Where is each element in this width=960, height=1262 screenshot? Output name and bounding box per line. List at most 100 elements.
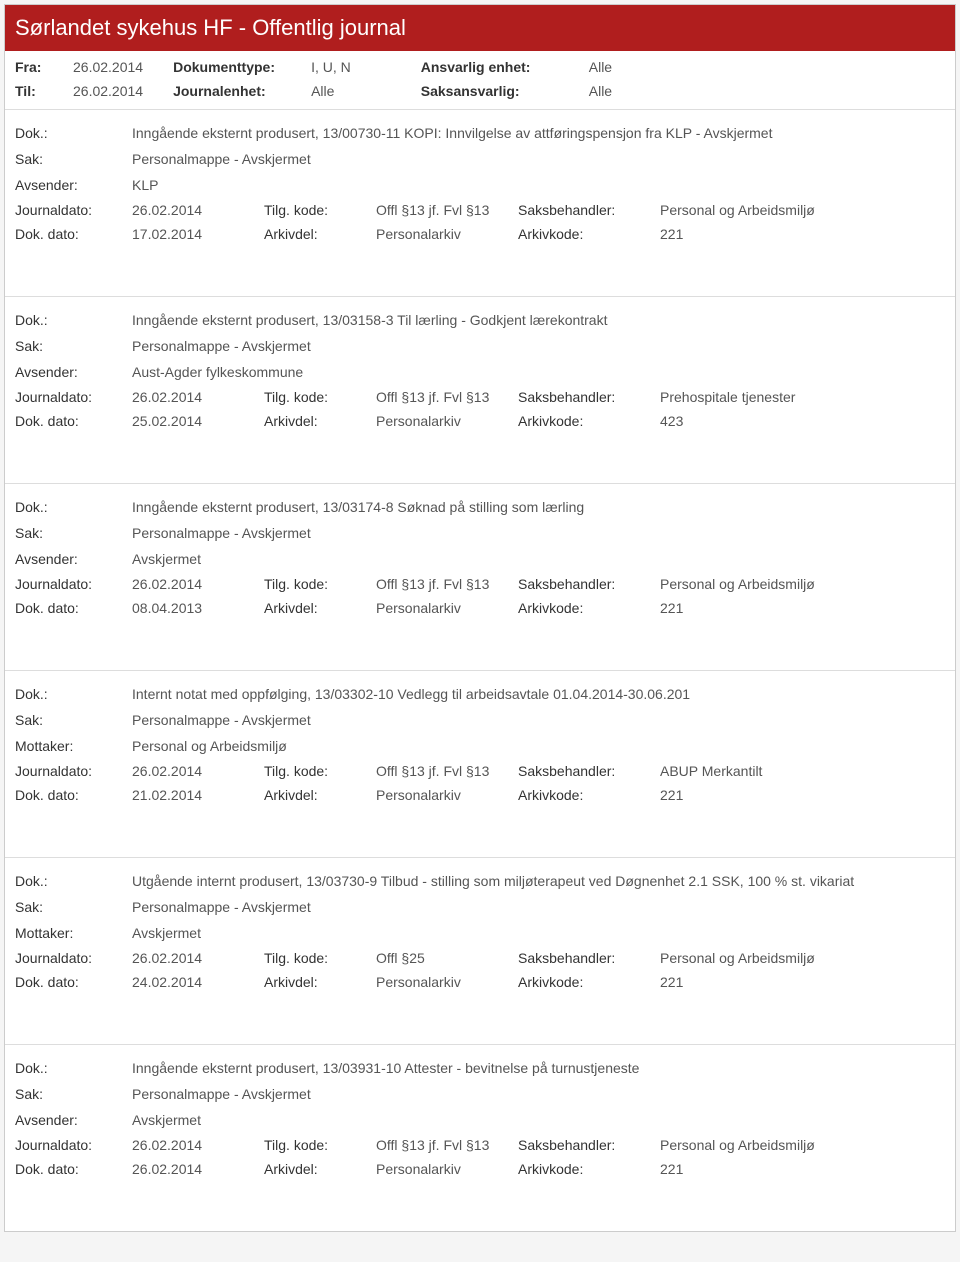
journaldato-value: 26.02.2014 bbox=[132, 1137, 252, 1153]
party-label: Mottaker: bbox=[15, 925, 120, 941]
party-value: Avskjermet bbox=[132, 1112, 201, 1128]
journaldato-value: 26.02.2014 bbox=[132, 576, 252, 592]
journaldato-label: Journaldato: bbox=[15, 1137, 120, 1153]
arkivdel-label: Arkivdel: bbox=[264, 413, 364, 429]
tilgkode-label: Tilg. kode: bbox=[264, 576, 364, 592]
arkivkode-label: Arkivkode: bbox=[518, 226, 648, 242]
fra-value: 26.02.2014 bbox=[73, 59, 143, 75]
party-value: Avskjermet bbox=[132, 925, 201, 941]
journal-entry: Dok.: Utgående internt produsert, 13/037… bbox=[5, 857, 955, 1044]
sak-value: Personalmappe - Avskjermet bbox=[132, 712, 311, 728]
arkivdel-label: Arkivdel: bbox=[264, 600, 364, 616]
journaldato-value: 26.02.2014 bbox=[132, 763, 252, 779]
tilgkode-label: Tilg. kode: bbox=[264, 763, 364, 779]
sak-value: Personalmappe - Avskjermet bbox=[132, 1086, 311, 1102]
dokdato-value: 21.02.2014 bbox=[132, 787, 252, 803]
til-value: 26.02.2014 bbox=[73, 83, 143, 99]
journaldato-label: Journaldato: bbox=[15, 763, 120, 779]
journal-entry: Dok.: Inngående eksternt produsert, 13/0… bbox=[5, 296, 955, 483]
dokdato-label: Dok. dato: bbox=[15, 787, 120, 803]
journaldato-value: 26.02.2014 bbox=[132, 389, 252, 405]
entries-container: Dok.: Inngående eksternt produsert, 13/0… bbox=[5, 109, 955, 1231]
tilgkode-value: Offl §13 jf. Fvl §13 bbox=[376, 389, 506, 405]
tilgkode-value: Offl §13 jf. Fvl §13 bbox=[376, 202, 506, 218]
dok-value: Inngående eksternt produsert, 13/03931-1… bbox=[132, 1060, 639, 1076]
dokdato-label: Dok. dato: bbox=[15, 600, 120, 616]
tilgkode-value: Offl §13 jf. Fvl §13 bbox=[376, 763, 506, 779]
saksansvarlig-value: Alle bbox=[589, 83, 612, 99]
dok-value: Inngående eksternt produsert, 13/00730-1… bbox=[132, 125, 772, 141]
journaldato-value: 26.02.2014 bbox=[132, 950, 252, 966]
sak-label: Sak: bbox=[15, 338, 120, 354]
arkivdel-value: Personalarkiv bbox=[376, 413, 506, 429]
party-value: Aust-Agder fylkeskommune bbox=[132, 364, 303, 380]
fra-label: Fra: bbox=[15, 59, 55, 75]
sak-value: Personalmappe - Avskjermet bbox=[132, 151, 311, 167]
dokumenttype-value: I, U, N bbox=[311, 59, 351, 75]
party-label: Avsender: bbox=[15, 177, 120, 193]
journalenhet-label: Journalenhet: bbox=[173, 83, 293, 99]
saksbehandler-value: Personal og Arbeidsmiljø bbox=[660, 202, 945, 218]
arkivdel-label: Arkivdel: bbox=[264, 226, 364, 242]
dok-label: Dok.: bbox=[15, 499, 120, 515]
saksbehandler-value: ABUP Merkantilt bbox=[660, 763, 945, 779]
dok-value: Utgående internt produsert, 13/03730-9 T… bbox=[132, 873, 854, 889]
arkivkode-label: Arkivkode: bbox=[518, 974, 648, 990]
sak-value: Personalmappe - Avskjermet bbox=[132, 525, 311, 541]
ansvarlig-value: Alle bbox=[589, 59, 612, 75]
arkivkode-label: Arkivkode: bbox=[518, 1161, 648, 1177]
arkivkode-label: Arkivkode: bbox=[518, 787, 648, 803]
party-label: Avsender: bbox=[15, 1112, 120, 1128]
journalenhet-value: Alle bbox=[311, 83, 334, 99]
arkivkode-label: Arkivkode: bbox=[518, 600, 648, 616]
sak-label: Sak: bbox=[15, 899, 120, 915]
arkivkode-value: 221 bbox=[660, 600, 945, 616]
dok-label: Dok.: bbox=[15, 686, 120, 702]
party-value: KLP bbox=[132, 177, 158, 193]
dokdato-label: Dok. dato: bbox=[15, 226, 120, 242]
party-label: Avsender: bbox=[15, 551, 120, 567]
journal-page: Sørlandet sykehus HF - Offentlig journal… bbox=[4, 4, 956, 1232]
saksbehandler-label: Saksbehandler: bbox=[518, 389, 648, 405]
page-header: Sørlandet sykehus HF - Offentlig journal bbox=[5, 5, 955, 51]
saksbehandler-value: Personal og Arbeidsmiljø bbox=[660, 1137, 945, 1153]
dokdato-value: 17.02.2014 bbox=[132, 226, 252, 242]
dok-value: Inngående eksternt produsert, 13/03174-8… bbox=[132, 499, 584, 515]
dok-value: Internt notat med oppfølging, 13/03302-1… bbox=[132, 686, 690, 702]
journaldato-label: Journaldato: bbox=[15, 576, 120, 592]
dokdato-label: Dok. dato: bbox=[15, 1161, 120, 1177]
til-label: Til: bbox=[15, 83, 55, 99]
tilgkode-value: Offl §13 jf. Fvl §13 bbox=[376, 1137, 506, 1153]
arkivdel-value: Personalarkiv bbox=[376, 226, 506, 242]
saksbehandler-label: Saksbehandler: bbox=[518, 576, 648, 592]
dokdato-value: 24.02.2014 bbox=[132, 974, 252, 990]
party-label: Mottaker: bbox=[15, 738, 120, 754]
journal-entry: Dok.: Internt notat med oppfølging, 13/0… bbox=[5, 670, 955, 857]
filter-responsible: Ansvarlig enhet: Alle Saksansvarlig: All… bbox=[421, 59, 612, 99]
journal-entry: Dok.: Inngående eksternt produsert, 13/0… bbox=[5, 109, 955, 296]
filter-dates: Fra: 26.02.2014 Til: 26.02.2014 bbox=[15, 59, 143, 99]
saksbehandler-label: Saksbehandler: bbox=[518, 950, 648, 966]
arkivdel-value: Personalarkiv bbox=[376, 600, 506, 616]
tilgkode-value: Offl §25 bbox=[376, 950, 506, 966]
party-value: Avskjermet bbox=[132, 551, 201, 567]
arkivkode-value: 221 bbox=[660, 974, 945, 990]
journal-entry: Dok.: Inngående eksternt produsert, 13/0… bbox=[5, 483, 955, 670]
dok-label: Dok.: bbox=[15, 312, 120, 328]
journaldato-value: 26.02.2014 bbox=[132, 202, 252, 218]
sak-label: Sak: bbox=[15, 712, 120, 728]
dokumenttype-label: Dokumenttype: bbox=[173, 59, 293, 75]
arkivkode-value: 221 bbox=[660, 787, 945, 803]
dok-label: Dok.: bbox=[15, 125, 120, 141]
saksbehandler-label: Saksbehandler: bbox=[518, 1137, 648, 1153]
saksansvarlig-label: Saksansvarlig: bbox=[421, 83, 541, 99]
tilgkode-label: Tilg. kode: bbox=[264, 950, 364, 966]
arkivdel-value: Personalarkiv bbox=[376, 974, 506, 990]
dok-label: Dok.: bbox=[15, 1060, 120, 1076]
ansvarlig-label: Ansvarlig enhet: bbox=[421, 59, 541, 75]
journaldato-label: Journaldato: bbox=[15, 950, 120, 966]
journal-entry: Dok.: Inngående eksternt produsert, 13/0… bbox=[5, 1044, 955, 1231]
arkivdel-value: Personalarkiv bbox=[376, 787, 506, 803]
dokdato-value: 26.02.2014 bbox=[132, 1161, 252, 1177]
arkivkode-label: Arkivkode: bbox=[518, 413, 648, 429]
